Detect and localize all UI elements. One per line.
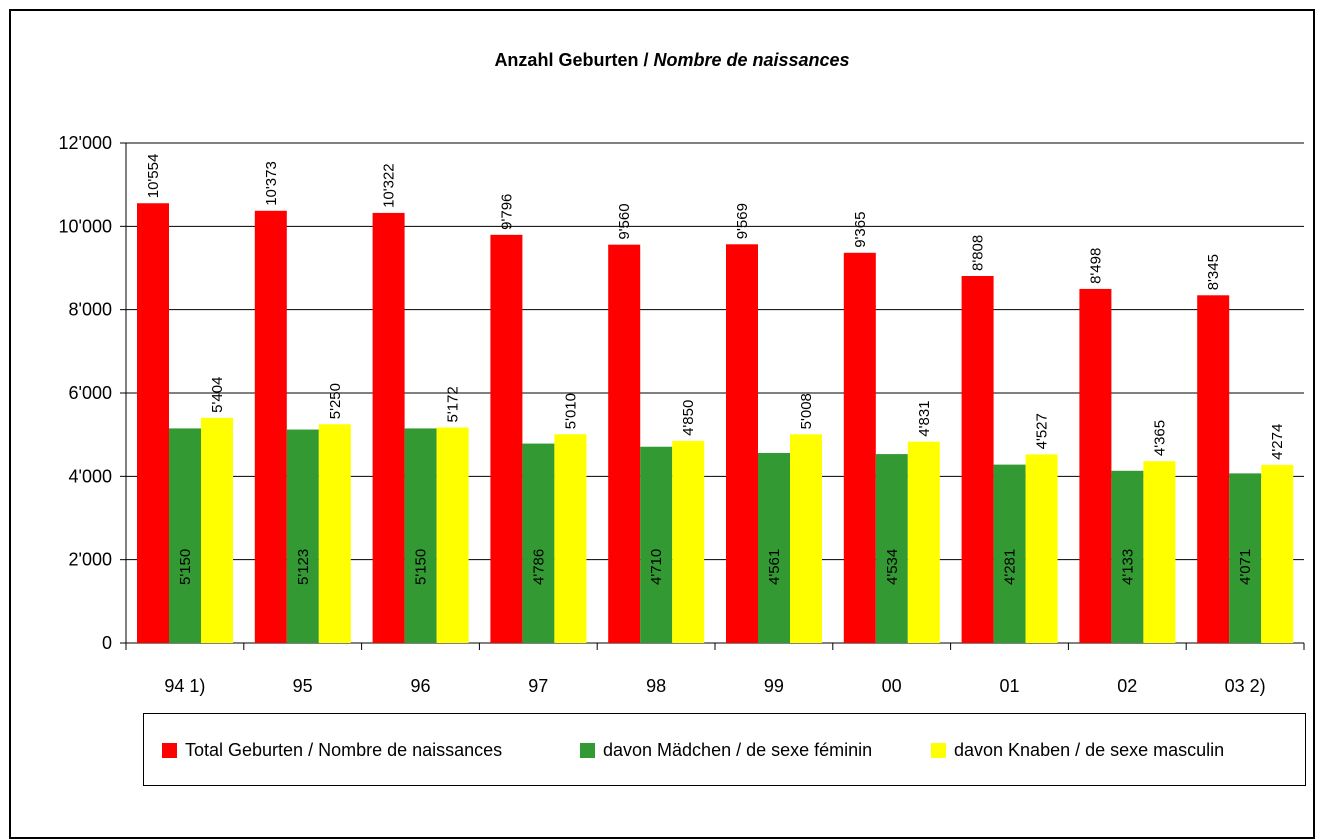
data-label-total: 10'373 (263, 161, 280, 206)
data-label-boys: 5'172 (445, 386, 462, 422)
bar-boys (1143, 461, 1176, 643)
bar-boys (554, 434, 587, 643)
data-label-girls: 4'071 (1237, 549, 1254, 585)
x-tick-label: 94 1) (164, 676, 205, 696)
y-tick-label: 10'000 (59, 216, 113, 236)
data-label-total: 10'554 (145, 154, 162, 199)
y-tick-label: 6'000 (69, 383, 112, 403)
chart-title-italic: Nombre de naissances (653, 50, 850, 70)
data-label-boys: 5'008 (798, 393, 815, 429)
data-label-total: 8'345 (1205, 254, 1222, 290)
bar-total (137, 203, 169, 643)
chart-legend: Total Geburten / Nombre de naissances da… (143, 713, 1306, 786)
legend-item-boys: davon Knaben / de sexe masculin (931, 740, 1224, 761)
x-tick-label: 02 (1117, 676, 1137, 696)
x-tick-label: 96 (410, 676, 430, 696)
data-label-total: 8'808 (970, 235, 987, 271)
bar-girls (993, 464, 1026, 643)
data-label-total: 9'560 (616, 203, 633, 239)
legend-swatch-total (162, 743, 177, 758)
bar-total (1079, 288, 1112, 643)
data-label-total: 9'796 (498, 194, 515, 230)
bar-girls (404, 428, 437, 643)
bar-girls (875, 454, 908, 643)
y-tick-label: 0 (102, 633, 112, 653)
bar-total (608, 244, 641, 643)
legend-label-boys: davon Knaben / de sexe masculin (954, 740, 1225, 760)
data-label-total: 9'365 (852, 212, 869, 248)
data-label-boys: 4'274 (1269, 424, 1286, 460)
bar-total (372, 212, 405, 643)
bar-total (1197, 295, 1230, 643)
data-label-girls: 4'786 (530, 549, 547, 585)
legend-label-girls: davon Mädchen / de sexe féminin (603, 740, 873, 760)
legend-item-girls: davon Mädchen / de sexe féminin (580, 740, 872, 761)
bar-total (961, 276, 994, 643)
bar-total (254, 210, 287, 643)
data-label-boys: 5'010 (562, 393, 579, 429)
bar-girls (1229, 473, 1262, 643)
y-tick-label: 4'000 (69, 466, 112, 486)
data-label-boys: 4'831 (916, 400, 933, 436)
bar-total (726, 244, 758, 643)
bar-boys (790, 434, 822, 643)
x-tick-label: 01 (999, 676, 1019, 696)
data-label-boys: 4'527 (1034, 413, 1051, 449)
data-label-girls: 4'281 (1002, 549, 1019, 585)
data-label-total: 9'569 (734, 203, 751, 239)
data-label-girls: 4'534 (884, 549, 901, 585)
data-label-girls: 5'123 (295, 549, 312, 585)
bar-girls (640, 446, 673, 643)
bar-boys (1261, 464, 1294, 643)
data-label-boys: 4'365 (1151, 420, 1168, 456)
legend-label-total: Total Geburten / Nombre de naissances (185, 740, 503, 760)
y-tick-label: 12'000 (59, 133, 113, 153)
bar-boys (672, 440, 705, 643)
bar-boys (201, 417, 233, 643)
data-label-girls: 4'133 (1119, 549, 1136, 585)
bar-girls (522, 443, 555, 643)
data-label-boys: 5'404 (209, 377, 226, 413)
data-label-girls: 4'561 (766, 549, 783, 585)
bar-boys (1025, 454, 1058, 643)
x-tick-label: 97 (528, 676, 548, 696)
y-tick-label: 2'000 (69, 550, 112, 570)
data-label-total: 8'498 (1087, 248, 1104, 284)
x-tick-label: 99 (764, 676, 784, 696)
bar-boys (436, 427, 469, 643)
bar-girls (758, 452, 790, 643)
bar-girls (286, 429, 319, 643)
bar-total (490, 234, 523, 644)
legend-swatch-girls (580, 743, 595, 758)
data-label-girls: 5'150 (413, 549, 430, 585)
data-label-boys: 4'850 (680, 400, 697, 436)
x-tick-label: 00 (882, 676, 902, 696)
legend-item-total: Total Geburten / Nombre de naissances (162, 740, 502, 761)
x-tick-label: 98 (646, 676, 666, 696)
chart-title-main: Anzahl Geburten / (494, 50, 654, 70)
y-tick-label: 8'000 (69, 300, 112, 320)
bar-total (843, 252, 876, 643)
x-tick-label: 95 (293, 676, 313, 696)
legend-swatch-boys (931, 743, 946, 758)
data-label-boys: 5'250 (327, 383, 344, 419)
bar-girls (1111, 470, 1144, 643)
bar-boys (318, 424, 351, 643)
data-label-total: 10'322 (381, 163, 398, 208)
data-label-girls: 4'710 (648, 549, 665, 585)
x-tick-label: 03 2) (1225, 676, 1266, 696)
bar-girls (169, 428, 201, 643)
bar-boys (907, 441, 940, 643)
data-label-girls: 5'150 (177, 549, 194, 585)
chart-title: Anzahl Geburten / Nombre de naissances (0, 50, 1326, 71)
